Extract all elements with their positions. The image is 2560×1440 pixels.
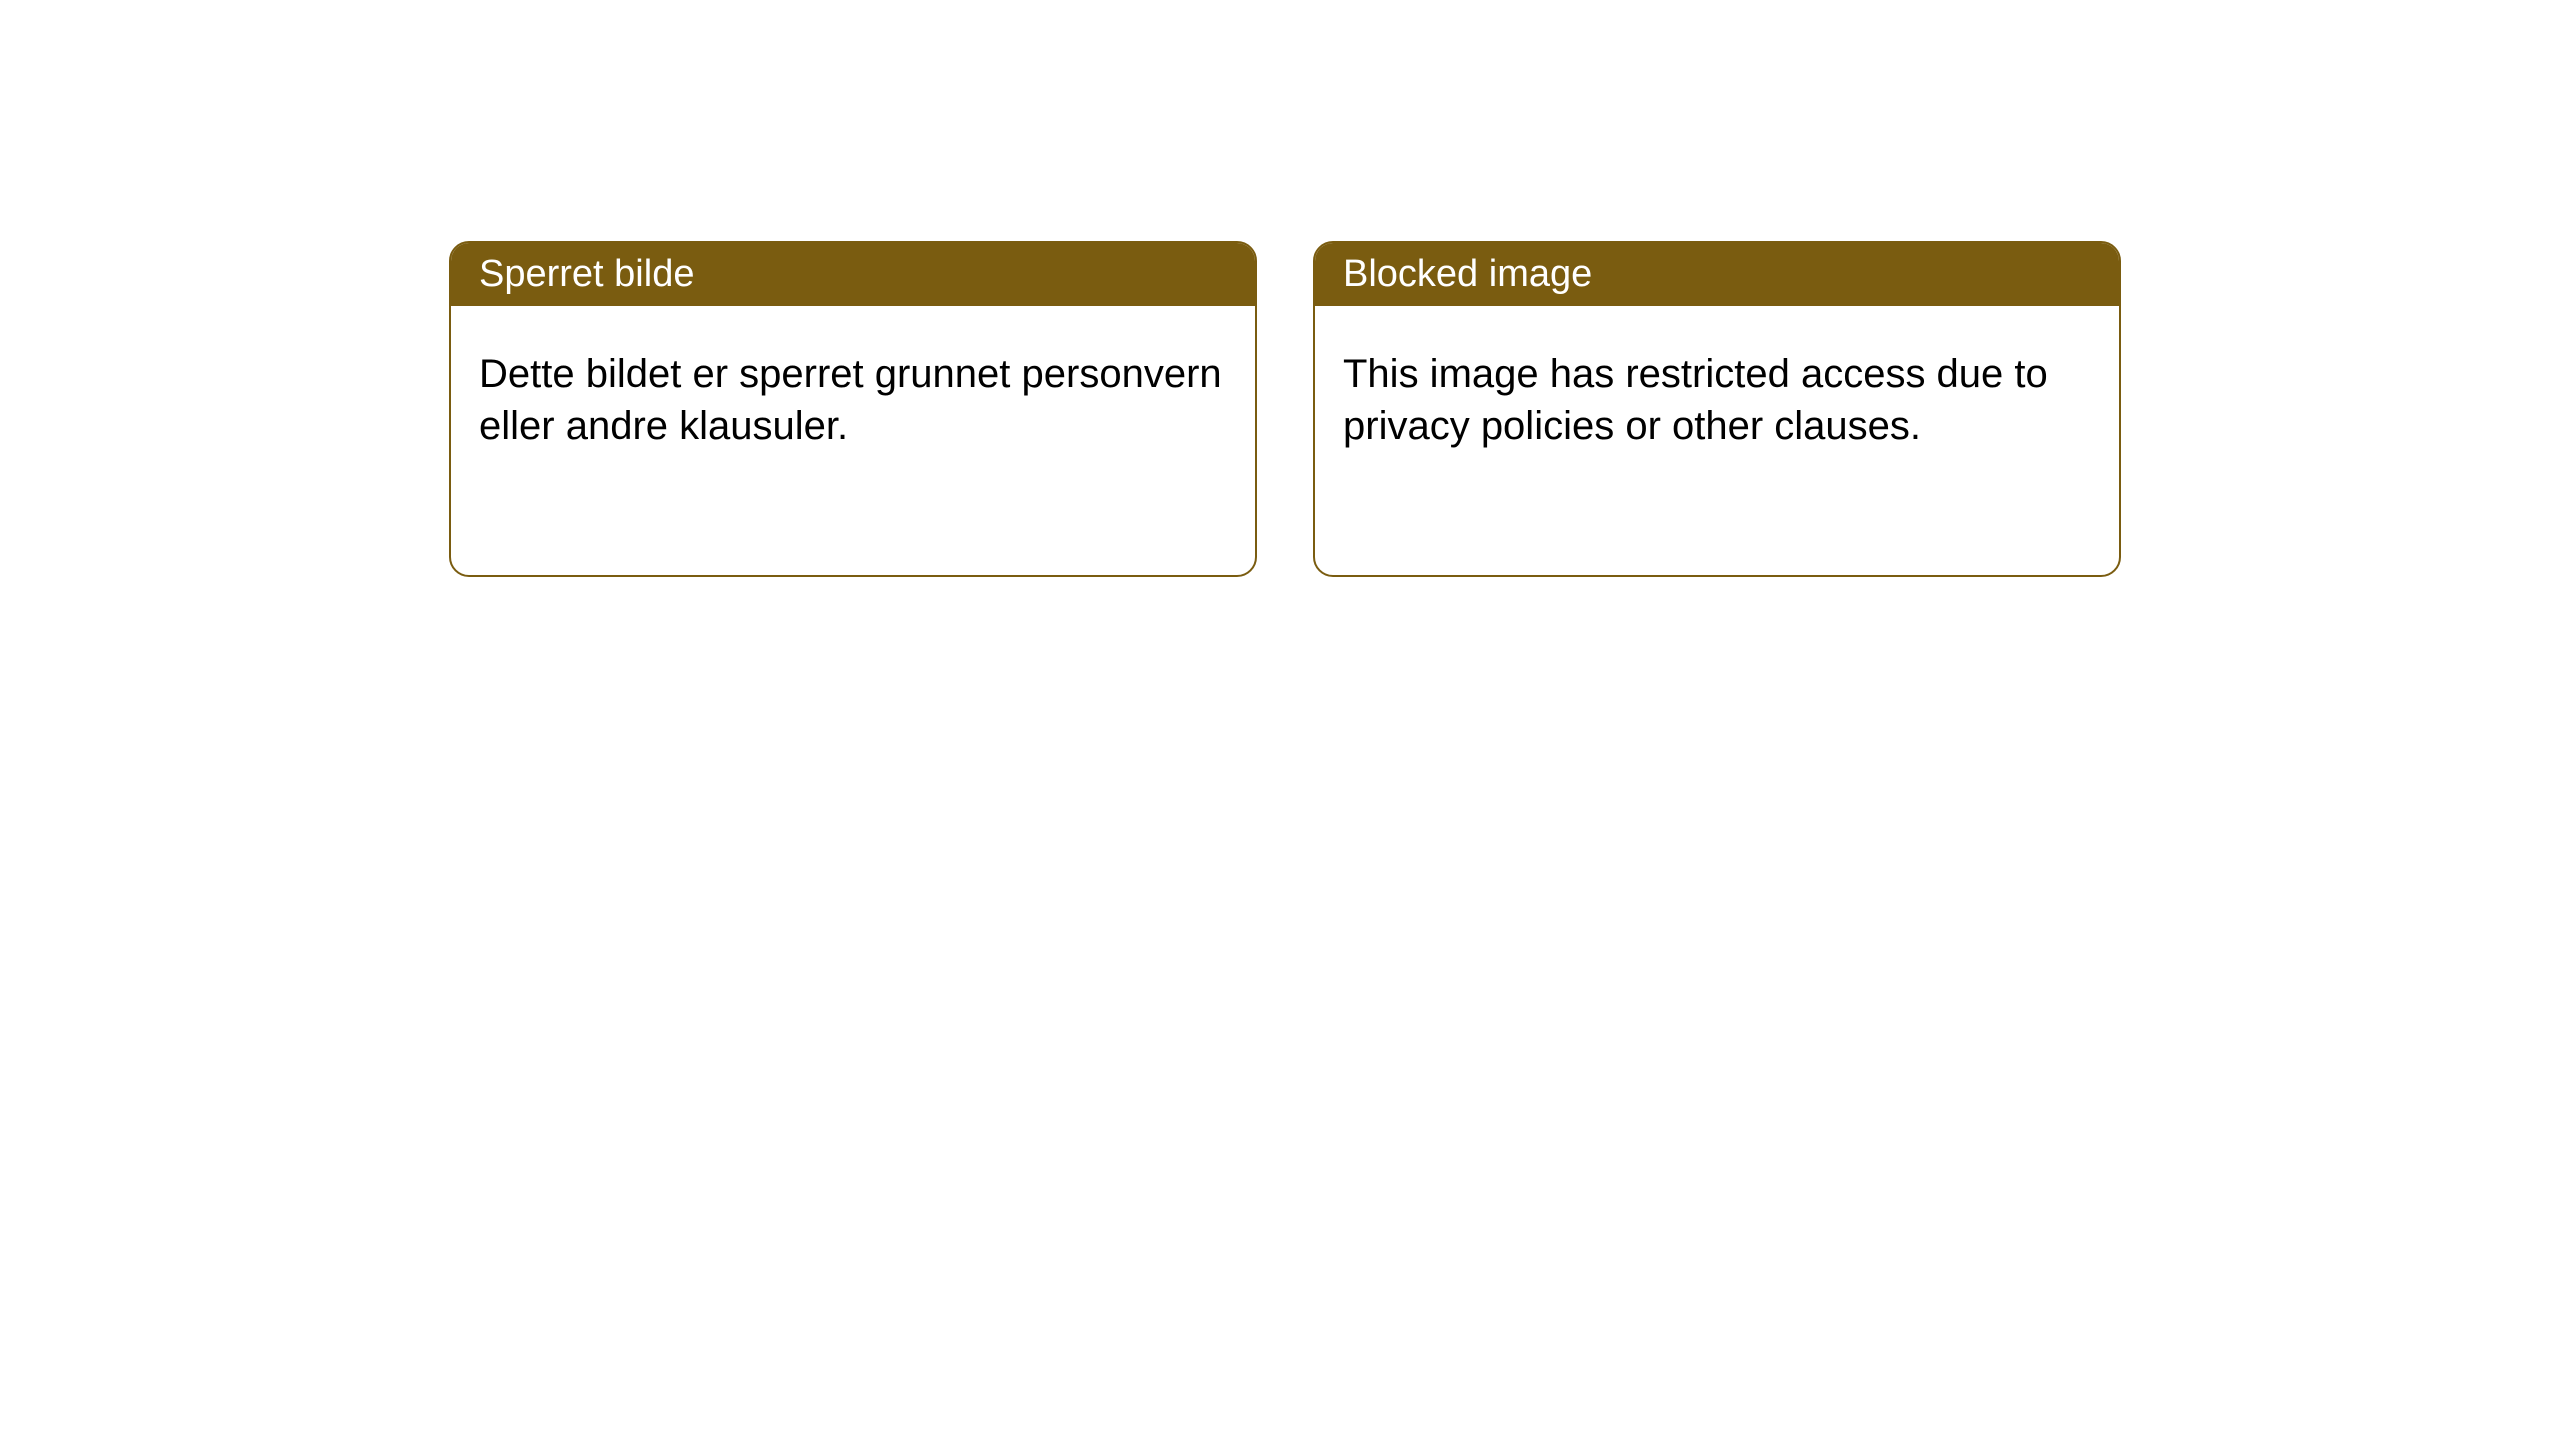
card-title: Blocked image xyxy=(1343,253,1592,295)
notice-cards-container: Sperret bilde Dette bildet er sperret gr… xyxy=(0,0,2560,577)
card-header: Sperret bilde xyxy=(451,243,1255,306)
card-header: Blocked image xyxy=(1315,243,2119,306)
notice-card-norwegian: Sperret bilde Dette bildet er sperret gr… xyxy=(449,241,1257,577)
card-title: Sperret bilde xyxy=(479,253,694,295)
card-body: This image has restricted access due to … xyxy=(1315,306,2119,494)
card-body-text: This image has restricted access due to … xyxy=(1343,352,2048,448)
card-body: Dette bildet er sperret grunnet personve… xyxy=(451,306,1255,494)
notice-card-english: Blocked image This image has restricted … xyxy=(1313,241,2121,577)
card-body-text: Dette bildet er sperret grunnet personve… xyxy=(479,352,1222,448)
